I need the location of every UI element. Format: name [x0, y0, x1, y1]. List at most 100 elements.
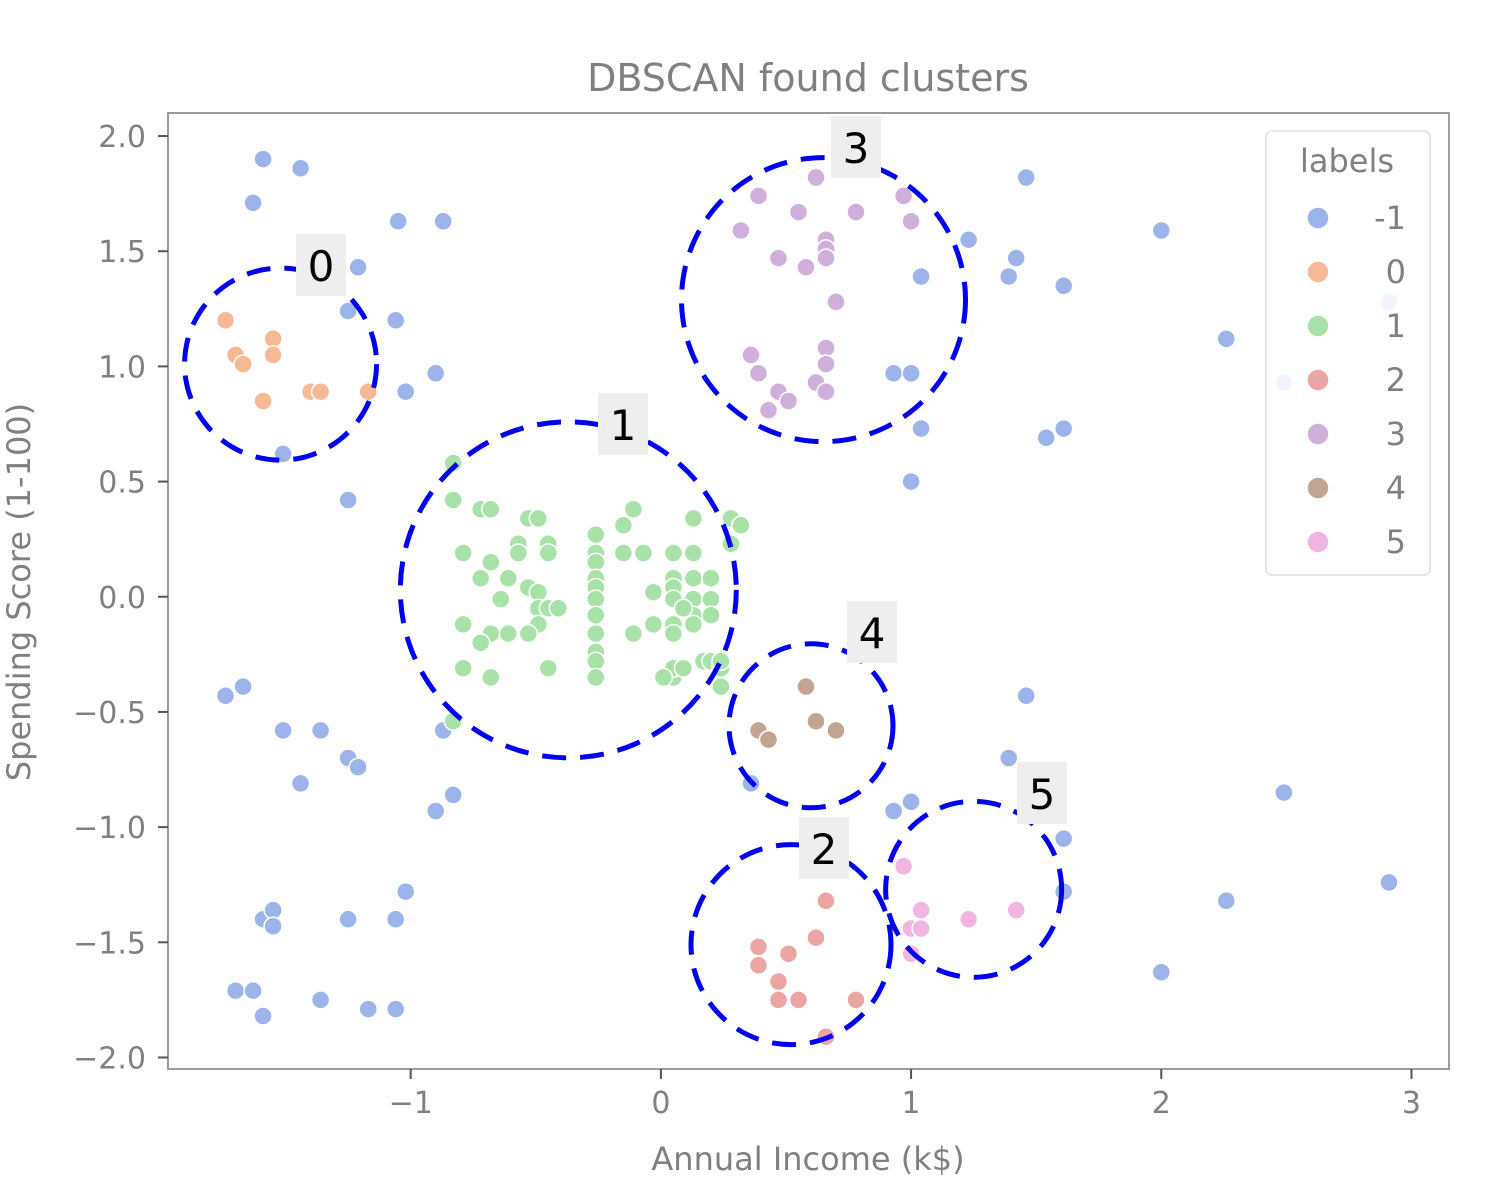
point: [653, 667, 674, 688]
point: [683, 614, 704, 635]
cluster-label-box: [296, 234, 346, 296]
series--1: [215, 149, 1399, 1026]
point: [663, 543, 684, 563]
legend-label: 0: [1386, 253, 1406, 291]
point: [453, 614, 473, 635]
point: [788, 990, 809, 1010]
cluster-label-box: [598, 393, 648, 455]
point: [358, 999, 378, 1019]
y-tick-label: 1.0: [98, 350, 146, 385]
point: [233, 676, 253, 697]
point: [1216, 329, 1237, 349]
point: [741, 345, 761, 365]
point: [731, 515, 751, 536]
legend-marker: [1306, 476, 1330, 500]
cluster-label: 4: [859, 609, 886, 658]
point: [816, 248, 836, 268]
legend-label: -1: [1374, 199, 1406, 237]
point: [443, 453, 463, 473]
point: [470, 633, 491, 653]
cluster-outline: [397, 419, 739, 761]
point: [481, 552, 501, 572]
cluster-label-box: [1017, 762, 1067, 824]
cluster-outline: [182, 265, 380, 463]
point: [253, 149, 273, 169]
point: [623, 623, 644, 644]
point: [816, 381, 836, 402]
series-3: [731, 167, 921, 420]
point: [498, 568, 519, 589]
point: [586, 667, 606, 688]
point: [911, 418, 931, 439]
point: [683, 568, 704, 589]
cluster-outline: [679, 155, 969, 445]
point: [806, 167, 826, 188]
x-axis-label: Annual Income (k$): [651, 1140, 964, 1178]
point: [310, 381, 331, 402]
point: [768, 990, 789, 1010]
cluster-label-box: [831, 116, 881, 178]
point: [806, 927, 826, 948]
point: [273, 720, 293, 741]
point: [826, 720, 846, 741]
y-tick-label: −1.0: [73, 811, 146, 846]
x-tick-label: 0: [651, 1086, 670, 1121]
point: [385, 310, 406, 331]
point: [586, 552, 606, 572]
point: [586, 589, 606, 609]
point: [338, 490, 358, 510]
point: [683, 508, 704, 529]
point: [225, 980, 246, 1001]
point: [470, 568, 491, 589]
point: [586, 524, 606, 545]
legend-label: 1: [1386, 307, 1406, 345]
point: [385, 909, 406, 930]
point: [613, 543, 634, 563]
point: [701, 568, 721, 589]
y-tick-label: 0.0: [98, 581, 146, 616]
cluster-label: 5: [1029, 770, 1056, 819]
point: [711, 676, 731, 697]
point: [731, 220, 751, 241]
point: [1006, 248, 1026, 268]
point: [663, 623, 684, 644]
point: [846, 990, 866, 1010]
point: [701, 589, 721, 609]
point: [1151, 220, 1172, 241]
point: [586, 623, 606, 644]
point: [425, 363, 446, 384]
axis-ticks: −1 0 1 2 3 2.0 1.5 1.0 0.5 0.0 −0.5 −1.0 −1.5 −2.0: [73, 120, 1421, 1121]
point: [443, 490, 463, 510]
series-4: [748, 676, 846, 750]
y-axis-label: Spending Score (1-100): [0, 403, 38, 781]
point: [901, 471, 921, 492]
legend-label: 4: [1386, 469, 1406, 507]
legend: labels -1 0 1 2 3 4 5: [1265, 130, 1431, 576]
point: [338, 301, 358, 321]
point: [623, 499, 644, 519]
point: [901, 211, 921, 232]
point: [433, 211, 453, 232]
cluster-outline: [688, 842, 894, 1048]
point: [758, 729, 779, 750]
point: [538, 658, 559, 678]
point: [911, 918, 931, 939]
point: [816, 891, 836, 911]
point: [846, 202, 866, 222]
cluster-annotations: 0 1 2 3 4 5: [182, 116, 1067, 1048]
legend-marker: [1306, 314, 1330, 338]
point: [796, 257, 816, 278]
point: [1036, 428, 1056, 448]
point: [1151, 962, 1172, 982]
series-1: [443, 453, 751, 731]
point: [911, 900, 931, 920]
point: [768, 248, 789, 268]
cluster-label-box: [847, 601, 897, 663]
point: [538, 543, 559, 563]
point: [528, 508, 549, 529]
point: [491, 589, 511, 609]
point: [806, 711, 826, 731]
point: [253, 1006, 273, 1026]
point: [518, 623, 539, 644]
